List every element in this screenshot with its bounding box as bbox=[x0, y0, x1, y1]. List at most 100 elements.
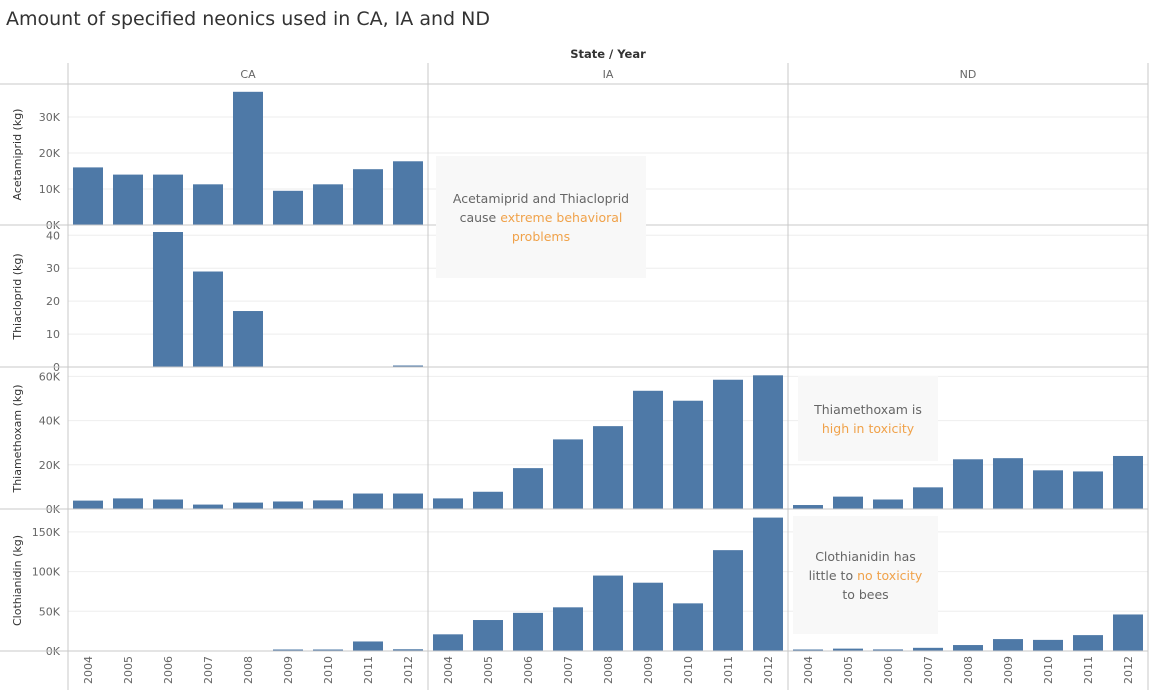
x-tick-label: 2006 bbox=[882, 656, 895, 684]
row-label: Acetamiprid (kg) bbox=[11, 109, 24, 201]
bar-nd-2004 bbox=[793, 505, 823, 509]
y-tick-label: 10 bbox=[46, 328, 60, 341]
annotation-text: Thiamethoxam is bbox=[814, 401, 922, 417]
bar-ca-2010 bbox=[313, 649, 343, 651]
x-tick-label: 2009 bbox=[1002, 656, 1015, 684]
bar-ia-2004 bbox=[433, 498, 463, 509]
bar-nd-2007 bbox=[913, 487, 943, 509]
bar-ca-2007 bbox=[193, 504, 223, 509]
bar-ca-2007 bbox=[193, 184, 223, 225]
bar-ca-2006 bbox=[153, 499, 183, 509]
bar-ca-2004 bbox=[73, 167, 103, 225]
annotation-highlight: extreme behavioral problems bbox=[500, 209, 623, 244]
y-tick-label: 40K bbox=[39, 415, 61, 428]
annotation-thiamethoxam: Thiamethoxam is high in toxicity bbox=[798, 376, 938, 461]
bar-ca-2006 bbox=[153, 174, 183, 225]
bar-ca-2012 bbox=[393, 365, 423, 367]
x-tick-label: 2008 bbox=[602, 656, 615, 684]
state-header-ca: CA bbox=[240, 68, 256, 81]
y-tick-label: 30 bbox=[46, 262, 60, 275]
bar-ca-2009 bbox=[273, 190, 303, 225]
bar-ca-2010 bbox=[313, 500, 343, 509]
x-tick-label: 2005 bbox=[842, 656, 855, 684]
y-tick-label: 100K bbox=[32, 566, 61, 579]
x-tick-label: 2012 bbox=[762, 656, 775, 684]
x-tick-label: 2007 bbox=[922, 656, 935, 684]
x-tick-label: 2012 bbox=[402, 656, 415, 684]
bar-ca-2005 bbox=[113, 174, 143, 225]
row-label: Thiacloprid (kg) bbox=[11, 253, 24, 340]
bar-nd-2006 bbox=[873, 649, 903, 651]
bar-nd-2012 bbox=[1113, 614, 1143, 651]
bar-ia-2005 bbox=[473, 491, 503, 509]
bar-ca-2012 bbox=[393, 161, 423, 225]
x-tick-label: 2004 bbox=[82, 656, 95, 684]
annotation-text: to bees bbox=[842, 586, 889, 602]
bar-ia-2012 bbox=[753, 517, 783, 651]
x-tick-label: 2010 bbox=[682, 656, 695, 684]
y-tick-label: 30K bbox=[39, 111, 61, 124]
bar-ca-2004 bbox=[73, 500, 103, 509]
bar-ca-2008 bbox=[233, 91, 263, 225]
x-tick-label: 2005 bbox=[122, 656, 135, 684]
bar-ca-2012 bbox=[393, 649, 423, 651]
bar-ia-2009 bbox=[633, 582, 663, 651]
column-header: State / Year bbox=[570, 47, 646, 61]
x-tick-label: 2010 bbox=[1042, 656, 1055, 684]
x-tick-label: 2011 bbox=[362, 656, 375, 684]
bar-ia-2011 bbox=[713, 379, 743, 509]
bar-ca-2012 bbox=[393, 493, 423, 509]
bar-nd-2012 bbox=[1113, 455, 1143, 509]
bar-nd-2009 bbox=[993, 639, 1023, 651]
bar-ca-2009 bbox=[273, 501, 303, 509]
bar-ca-2007 bbox=[193, 271, 223, 367]
x-tick-label: 2011 bbox=[1082, 656, 1095, 684]
x-tick-label: 2009 bbox=[282, 656, 295, 684]
y-tick-label: 40 bbox=[46, 229, 60, 242]
bar-ia-2008 bbox=[593, 575, 623, 651]
x-tick-label: 2007 bbox=[562, 656, 575, 684]
annotation-highlight: high in toxicity bbox=[821, 420, 915, 436]
bar-ia-2009 bbox=[633, 390, 663, 509]
x-tick-label: 2008 bbox=[962, 656, 975, 684]
x-tick-label: 2004 bbox=[442, 656, 455, 684]
bar-nd-2007 bbox=[913, 647, 943, 651]
x-tick-label: 2010 bbox=[322, 656, 335, 684]
x-tick-label: 2011 bbox=[722, 656, 735, 684]
bar-ia-2005 bbox=[473, 620, 503, 651]
row-label: Thiamethoxam (kg) bbox=[11, 384, 24, 493]
x-tick-label: 2006 bbox=[522, 656, 535, 684]
bar-ia-2010 bbox=[673, 603, 703, 651]
bar-nd-2010 bbox=[1033, 470, 1063, 509]
x-tick-label: 2005 bbox=[482, 656, 495, 684]
y-tick-label: 20K bbox=[39, 459, 61, 472]
y-tick-label: 10K bbox=[39, 183, 61, 196]
state-header-ia: IA bbox=[603, 68, 614, 81]
bar-ca-2011 bbox=[353, 169, 383, 225]
y-tick-label: 50K bbox=[39, 605, 61, 618]
x-tick-label: 2009 bbox=[642, 656, 655, 684]
bar-ca-2008 bbox=[233, 502, 263, 509]
bar-ca-2009 bbox=[273, 649, 303, 651]
bar-ia-2006 bbox=[513, 612, 543, 651]
bar-nd-2011 bbox=[1073, 471, 1103, 509]
chart-title: Amount of specified neonics used in CA, … bbox=[6, 8, 490, 30]
y-tick-label: 60K bbox=[39, 370, 61, 383]
annotation-clothianidin: Clothianidin has little to no toxicity t… bbox=[793, 516, 938, 634]
y-tick-label: 150K bbox=[32, 526, 61, 539]
y-tick-label: 20K bbox=[39, 147, 61, 160]
annotation-text: Acetamiprid and Thiacloprid cause bbox=[452, 190, 630, 225]
bar-nd-2008 bbox=[953, 459, 983, 509]
bar-nd-2005 bbox=[833, 496, 863, 509]
x-tick-label: 2006 bbox=[162, 656, 175, 684]
annotation-highlight: no toxicity bbox=[857, 567, 923, 583]
bar-nd-2008 bbox=[953, 645, 983, 651]
bar-ia-2007 bbox=[553, 439, 583, 509]
x-tick-label: 2004 bbox=[802, 656, 815, 684]
bar-nd-2009 bbox=[993, 458, 1023, 509]
bar-ca-2010 bbox=[313, 184, 343, 225]
x-tick-label: 2008 bbox=[242, 656, 255, 684]
bar-ia-2010 bbox=[673, 400, 703, 509]
bar-ca-2005 bbox=[113, 498, 143, 509]
